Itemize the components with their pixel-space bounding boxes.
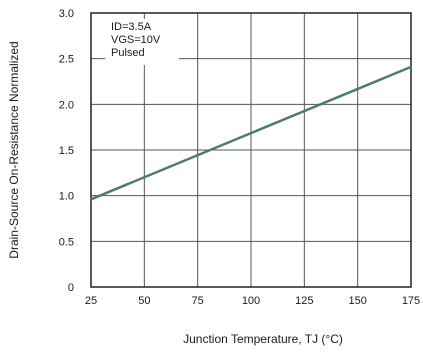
annotation-line-pulsed: Pulsed xyxy=(111,47,145,59)
x-tick-label: 175 xyxy=(402,295,420,307)
annotation-box: ID=3.5A VGS=10V Pulsed xyxy=(105,19,179,65)
x-tick-label: 100 xyxy=(242,295,260,307)
x-tick-label: 50 xyxy=(138,295,150,307)
x-tick-label: 25 xyxy=(85,295,97,307)
y-tick-labels: 0 0.5 1.0 1.5 2.0 2.5 3.0 xyxy=(59,8,74,294)
series-line xyxy=(89,65,413,201)
y-tick-label: 2.5 xyxy=(59,54,74,66)
x-tick-labels: 25 50 75 100 125 150 175 xyxy=(85,295,420,307)
annotation-background xyxy=(105,19,179,65)
y-tick-label: 3.0 xyxy=(59,8,74,20)
annotation-line-voltage: VGS=10V xyxy=(111,34,161,46)
y-axis-label: Drain-Source On-Resistance Normalized xyxy=(7,41,21,258)
y-tick-label: 1.5 xyxy=(59,145,74,157)
plot-frame xyxy=(90,12,412,288)
x-axis-label: Junction Temperature, TJ (°C) xyxy=(183,332,343,346)
annotation-line-current: ID=3.5A xyxy=(111,21,152,33)
x-tick-label: 75 xyxy=(192,295,204,307)
y-tick-label: 2.0 xyxy=(59,99,74,111)
y-tick-label: 0.5 xyxy=(59,236,74,248)
series-layer xyxy=(89,65,413,201)
x-tick-label: 150 xyxy=(348,295,366,307)
y-tick-label: 1.0 xyxy=(59,191,74,203)
y-tick-label: 0 xyxy=(68,282,74,294)
x-tick-label: 125 xyxy=(295,295,313,307)
